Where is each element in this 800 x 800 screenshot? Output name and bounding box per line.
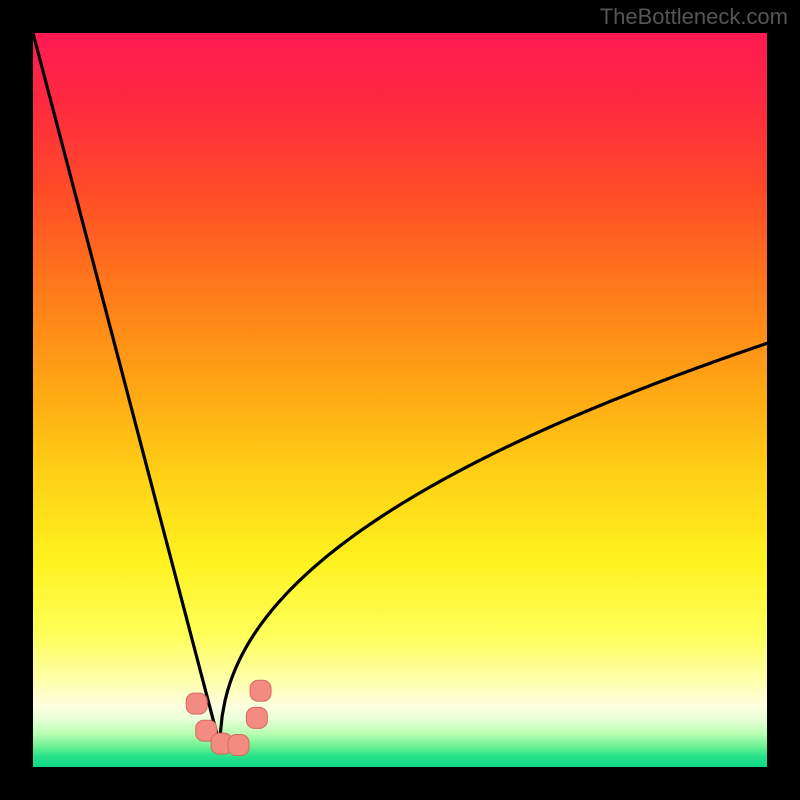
chart-stage: TheBottleneck.com [0, 0, 800, 800]
gradient-background [33, 33, 767, 767]
optimal-range-marker [250, 680, 271, 701]
optimal-range-marker [186, 693, 207, 714]
optimal-range-marker [246, 707, 267, 728]
optimal-range-marker [228, 735, 249, 756]
watermark-text: TheBottleneck.com [600, 4, 788, 30]
bottleneck-curve-chart [0, 0, 800, 800]
